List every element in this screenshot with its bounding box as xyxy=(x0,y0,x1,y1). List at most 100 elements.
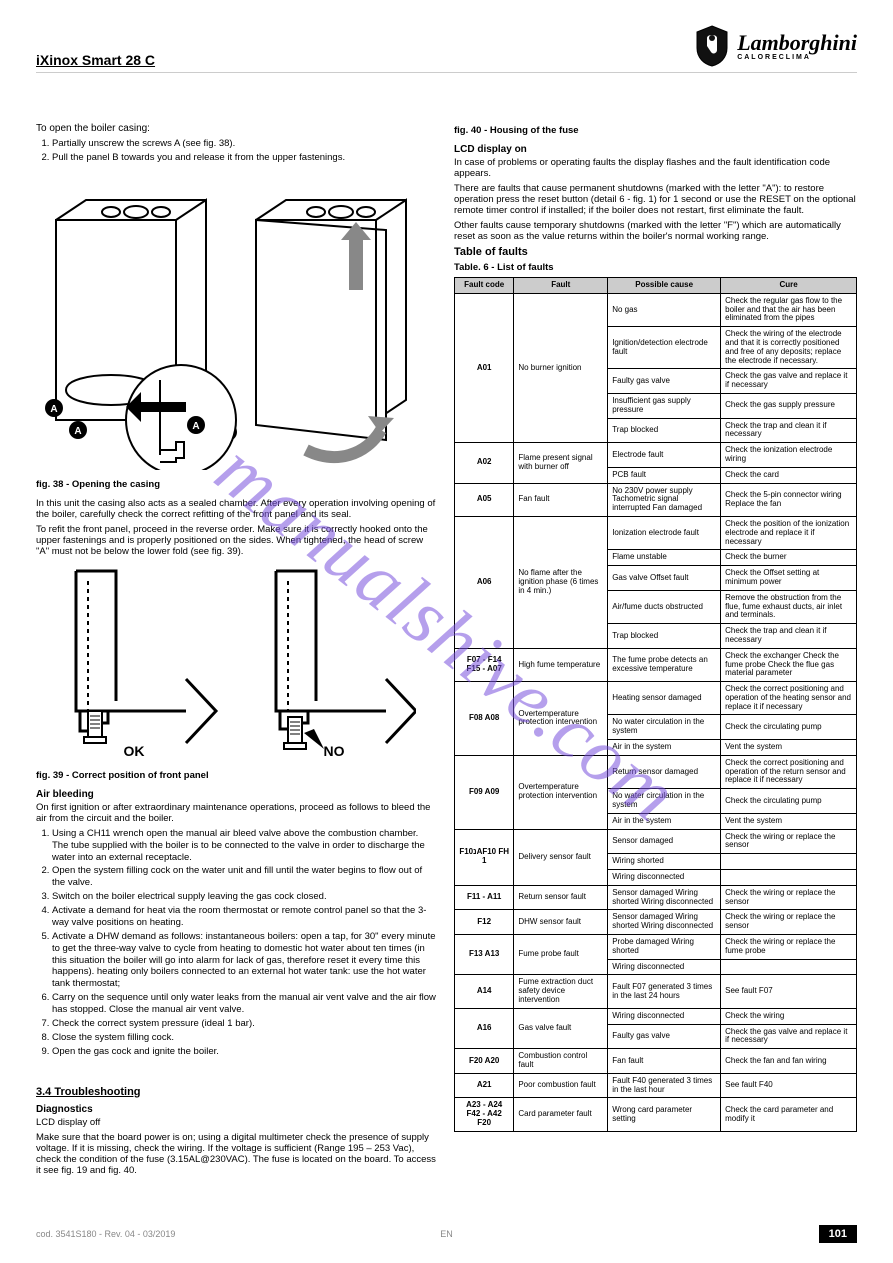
step-item: Open the system filling cock on the wate… xyxy=(52,865,436,889)
refit-text: To refit the front panel, proceed in the… xyxy=(36,524,436,557)
cell-cure: Check the trap and clean it if necessary xyxy=(721,624,857,649)
cell-cure: Check the gas valve and replace it if ne… xyxy=(721,1024,857,1049)
table-row: F09 A09Overtemperature protection interv… xyxy=(455,755,857,788)
step-item: Pull the panel B towards you and release… xyxy=(52,152,436,164)
cell-cure: See fault F40 xyxy=(721,1073,857,1098)
cell-cure: Check the ionization electrode wiring xyxy=(721,443,857,468)
table-row: A05Fan faultNo 230V power supply Tachome… xyxy=(455,483,857,516)
cell-cause: Insufficient gas supply pressure xyxy=(608,393,721,418)
casing-note: In this unit the casing also acts as a s… xyxy=(36,498,436,520)
cell-cause: Fault F40 generated 3 times in the last … xyxy=(608,1073,721,1098)
cell-code: A14 xyxy=(455,975,514,1008)
step-item: Carry on the sequence until only water l… xyxy=(52,992,436,1016)
cell-cause: PCB fault xyxy=(608,467,721,483)
lcd-on-text: In case of problems or operating faults … xyxy=(454,157,857,179)
col-fault: Fault xyxy=(514,278,608,294)
cell-cure: Check the card parameter and modify it xyxy=(721,1098,857,1131)
faults-f: Other faults cause temporary shutdowns (… xyxy=(454,220,857,242)
cell-fault: Overtemperature protection intervention xyxy=(514,755,608,829)
page-header: iXinox Smart 28 C Lamborghini CALORECLIM… xyxy=(36,24,857,73)
cell-cause: Wiring shorted xyxy=(608,854,721,870)
diagnostics-title: Diagnostics xyxy=(36,1104,436,1115)
table-row: F08 A08Overtemperature protection interv… xyxy=(455,682,857,715)
step-item: Activate a demand for heat via the room … xyxy=(52,905,436,929)
casing-open-diagram: A A B A xyxy=(36,170,416,470)
table-row: A14Fume extraction duct safety device in… xyxy=(455,975,857,1008)
cell-cause: Trap blocked xyxy=(608,418,721,443)
cell-fault: DHW sensor fault xyxy=(514,910,608,935)
cell-cure: Check the wiring or replace the sensor xyxy=(721,910,857,935)
cell-cure: Check the gas supply pressure xyxy=(721,393,857,418)
table-row: F07 - F14 F15 - A07High fume temperature… xyxy=(455,648,857,681)
brand-name: Lamborghini xyxy=(737,32,857,54)
cell-fault: No flame after the ignition phase (6 tim… xyxy=(514,516,608,648)
svg-text:A: A xyxy=(192,421,199,432)
cell-code: A05 xyxy=(455,483,514,516)
cell-cure: Check the gas valve and replace it if ne… xyxy=(721,369,857,394)
cell-cure xyxy=(721,854,857,870)
cell-fault: Combustion control fault xyxy=(514,1049,608,1074)
cell-cause: No water circulation in the system xyxy=(608,789,721,814)
cell-code: A06 xyxy=(455,516,514,648)
table-row: F10נAF10 FH 1Delivery sensor faultSensor… xyxy=(455,829,857,854)
cell-cause: Wiring disconnected xyxy=(608,959,721,975)
cell-cause: Electrode fault xyxy=(608,443,721,468)
cell-cure xyxy=(721,959,857,975)
cell-fault: High fume temperature xyxy=(514,648,608,681)
cell-cure: Check the wiring or replace the sensor xyxy=(721,829,857,854)
lcd-on-title: LCD display on xyxy=(454,144,857,155)
cell-cause: No gas xyxy=(608,293,721,326)
cell-cure: Vent the system xyxy=(721,813,857,829)
cell-cause: Gas valve Offset fault xyxy=(608,566,721,591)
step-item: Close the system filling cock. xyxy=(52,1032,436,1044)
cell-cause: Wiring disconnected xyxy=(608,870,721,886)
right-column: fig. 40 - Housing of the fuse LCD displa… xyxy=(454,123,857,1180)
ok-label: OK xyxy=(124,743,145,759)
cell-cure: Check the trap and clean it if necessary xyxy=(721,418,857,443)
cell-cure: Check the wiring of the electrode and th… xyxy=(721,327,857,369)
cell-cause: Sensor damaged Wiring shorted Wiring dis… xyxy=(608,910,721,935)
cell-cure: Check the wiring or replace the fume pro… xyxy=(721,935,857,960)
cell-cure: Check the card xyxy=(721,467,857,483)
cell-cause: Faulty gas valve xyxy=(608,369,721,394)
cell-code: A01 xyxy=(455,293,514,442)
air-bleed-title: Air bleeding xyxy=(36,789,436,800)
cell-fault: Delivery sensor fault xyxy=(514,829,608,885)
footer-code: cod. 3541S180 - Rev. 04 - 03/2019 xyxy=(36,1229,175,1239)
cell-code: F20 A20 xyxy=(455,1049,514,1074)
table-row: A23 - A24 F42 - A42 F20Card parameter fa… xyxy=(455,1098,857,1131)
cell-cause: Faulty gas valve xyxy=(608,1024,721,1049)
cell-cause: Air in the system xyxy=(608,740,721,756)
cell-cause: Wrong card parameter setting xyxy=(608,1098,721,1131)
cell-cure: Check the correct positioning and operat… xyxy=(721,682,857,715)
table-row: A21Poor combustion faultFault F40 genera… xyxy=(455,1073,857,1098)
cell-fault: Card parameter fault xyxy=(514,1098,608,1131)
cell-cause: No water circulation in the system xyxy=(608,715,721,740)
page-number: 101 xyxy=(819,1225,857,1243)
cell-code: A02 xyxy=(455,443,514,483)
table-row: F20 A20Combustion control faultFan fault… xyxy=(455,1049,857,1074)
faults-a: There are faults that cause permanent sh… xyxy=(454,183,857,216)
cell-cause: Return sensor damaged xyxy=(608,755,721,788)
cell-cause: No 230V power supply Tachometric signal … xyxy=(608,483,721,516)
shield-icon xyxy=(693,24,731,68)
model-name: iXinox Smart 28 C xyxy=(36,52,155,68)
cell-code: F12 xyxy=(455,910,514,935)
cell-fault: Gas valve fault xyxy=(514,1008,608,1048)
cell-cure: Check the Offset setting at minimum powe… xyxy=(721,566,857,591)
cell-cure: See fault F07 xyxy=(721,975,857,1008)
panel-position-diagram: OK NO xyxy=(36,561,416,761)
casing-steps: Partially unscrew the screws A (see fig.… xyxy=(36,138,436,164)
lcd-off-title: LCD display off xyxy=(36,1117,436,1128)
cell-code: F07 - F14 F15 - A07 xyxy=(455,648,514,681)
cell-cause: Fan fault xyxy=(608,1049,721,1074)
casing-intro: To open the boiler casing: xyxy=(36,123,436,134)
cell-cure: Check the fan and fan wiring xyxy=(721,1049,857,1074)
figure-39: OK NO xyxy=(36,561,436,766)
cell-cure: Vent the system xyxy=(721,740,857,756)
step-item: Using a CH11 wrench open the manual air … xyxy=(52,828,436,864)
svg-text:A: A xyxy=(74,426,81,437)
cell-fault: Overtemperature protection intervention xyxy=(514,682,608,756)
faults-table: Fault code Fault Possible cause Cure A01… xyxy=(454,277,857,1132)
content-columns: To open the boiler casing: Partially uns… xyxy=(36,123,857,1180)
